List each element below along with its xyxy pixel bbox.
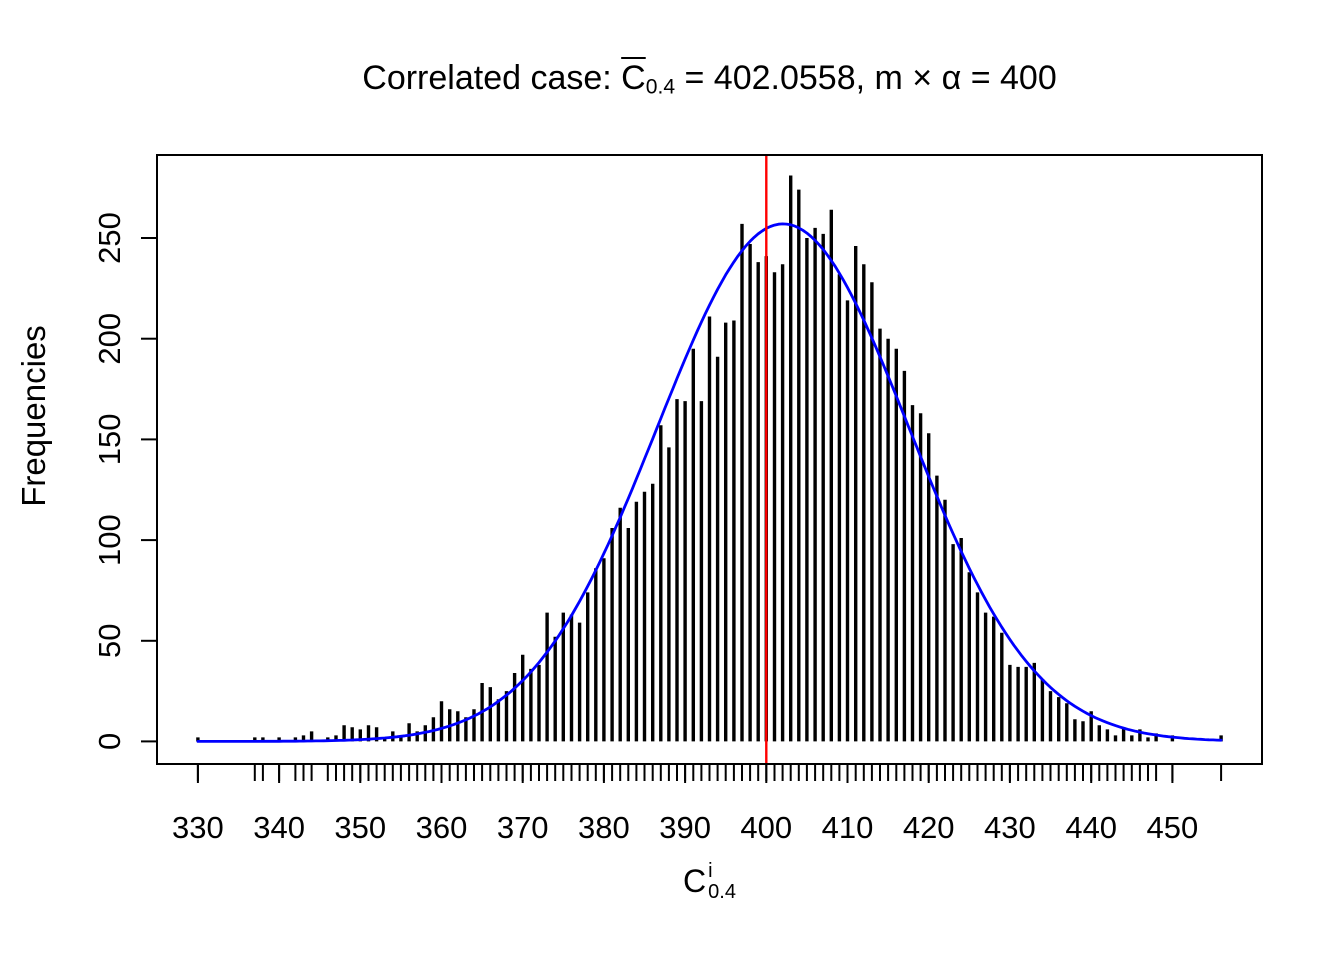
x-axis-title-superscript: i — [708, 860, 713, 882]
x-axis-title-scripts: i 0.4 — [708, 861, 736, 903]
x-tick-label: 380 — [578, 810, 630, 845]
title-alpha-symbol: α — [932, 59, 962, 97]
x-axis-title: C i 0.4 — [157, 860, 1262, 903]
title-prefix: Correlated case: — [362, 59, 622, 97]
title-times-sign: × — [912, 59, 933, 97]
plot-box — [156, 154, 1263, 765]
y-tick-label: 250 — [92, 212, 127, 264]
x-axis-rug-ticks — [196, 765, 1223, 781]
chart-title: Correlated case: C0.4 = 402.0558, m × α … — [157, 58, 1262, 108]
title-suffix: = 400 — [961, 59, 1057, 97]
title-cbar-variable: C — [621, 59, 646, 97]
x-tick-label: 410 — [822, 810, 874, 845]
y-tick-label: 150 — [92, 414, 127, 466]
x-tick-label: 440 — [1065, 810, 1117, 845]
title-mean-value: = 402.0558, m — [675, 59, 913, 97]
x-axis-title-subscript: 0.4 — [708, 881, 736, 903]
x-tick-label: 430 — [984, 810, 1036, 845]
x-tick-label: 360 — [416, 810, 468, 845]
y-tick-label: 100 — [92, 514, 127, 566]
title-c-subscript: 0.4 — [645, 75, 676, 99]
histogram-spikes — [196, 175, 1223, 742]
y-tick-label: 0 — [92, 733, 127, 750]
x-tick-label: 450 — [1147, 810, 1199, 845]
x-tick-label: 350 — [334, 810, 386, 845]
density-curve — [196, 222, 1223, 743]
x-axis-title-base: C — [683, 863, 707, 899]
x-tick-label: 420 — [903, 810, 955, 845]
x-tick-label: 390 — [659, 810, 711, 845]
y-tick-label: 50 — [92, 624, 127, 658]
x-tick-label: 340 — [253, 810, 305, 845]
x-tick-label: 330 — [172, 810, 224, 845]
x-tick-label: 400 — [740, 810, 792, 845]
x-tick-label: 370 — [497, 810, 549, 845]
y-tick-label: 200 — [92, 313, 127, 365]
